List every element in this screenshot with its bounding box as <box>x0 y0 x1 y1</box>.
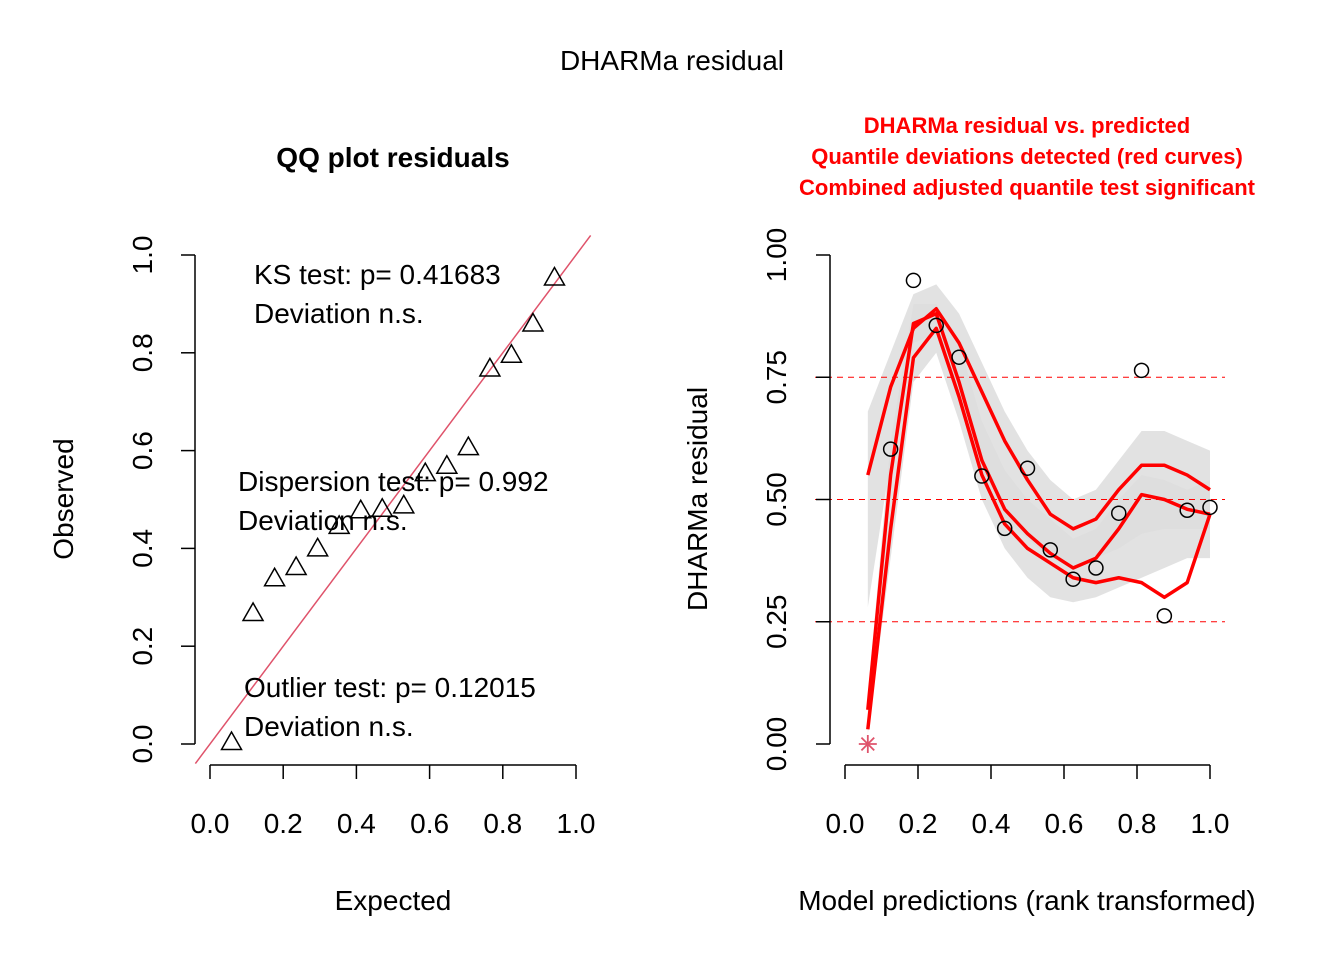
rv-y-tick-label: 0.00 <box>761 717 792 772</box>
qq-point <box>392 493 416 514</box>
rv-point <box>1019 460 1036 476</box>
rv-point <box>1065 571 1081 587</box>
qq-point <box>457 435 480 456</box>
rv-x-axis-label: Model predictions (rank transformed) <box>798 885 1256 916</box>
qq-point <box>500 343 523 364</box>
rv-outlier-point <box>858 735 877 753</box>
qq-point <box>349 498 373 519</box>
rv-point <box>1088 560 1104 576</box>
qq-x-tick-label: 0.2 <box>264 808 303 839</box>
qq-reference-line-segment <box>194 234 592 765</box>
qq-point <box>327 514 351 535</box>
qq-points <box>220 265 566 751</box>
qq-y-tick-label: 0.6 <box>127 431 158 470</box>
qq-plot-panel: QQ plot residuals 0.0 0.2 0.4 0.6 0.8 1.00.00… <box>48 142 595 916</box>
qq-reference-line <box>194 234 592 765</box>
qq-point <box>478 356 502 377</box>
rv-point <box>1179 502 1195 519</box>
rv-x-tick-label: 1.0 <box>1191 808 1230 839</box>
rv-axes: 0.0 0.2 0.4 0.6 0.8 1.0 0.00 0.25 0.50 0.75 1.00 <box>761 228 1229 839</box>
qq-point <box>543 265 566 286</box>
qq-point <box>521 311 545 332</box>
rv-title-line-3: Combined adjusted quantile test signific… <box>799 175 1256 200</box>
qq-axes: 0.0 0.2 0.4 0.6 0.8 1.0 0.0 0.2 0.4 0.6 0.8 1.0 <box>127 236 595 839</box>
qq-annotation-line: Deviation n.s. <box>244 711 414 742</box>
qq-point <box>306 536 329 557</box>
qq-annotation-line: Deviation n.s. <box>254 298 424 329</box>
qq-x-tick-label: 0.6 <box>410 808 449 839</box>
rv-point <box>1042 542 1059 558</box>
rv-y-tick-label: 0.75 <box>761 350 792 405</box>
qq-y-axis-label: Observed <box>48 438 79 559</box>
qq-annotation-line: KS test: p= 0.41683 <box>254 259 501 290</box>
residual-vs-predicted-panel: DHARMa residual vs. predicted Quantile d… <box>682 113 1256 916</box>
rv-points <box>858 272 1218 753</box>
rv-point <box>905 272 922 289</box>
qq-point <box>220 730 243 751</box>
rv-y-tick-label: 0.25 <box>761 595 792 650</box>
qq-x-axis-label: Expected <box>335 885 452 916</box>
rv-x-tick-label: 0.8 <box>1118 808 1157 839</box>
qq-x-tick-label: 1.0 <box>557 808 596 839</box>
rv-quantile-curve <box>866 326 1212 730</box>
qq-plot-title: QQ plot residuals <box>276 142 509 173</box>
qq-point <box>435 454 459 475</box>
rv-point <box>1156 608 1173 624</box>
rv-x-tick-label: 0.0 <box>826 808 865 839</box>
rv-y-tick-label: 0.50 <box>761 472 792 527</box>
rv-x-tick-label: 0.2 <box>899 808 938 839</box>
qq-point <box>284 555 308 576</box>
qq-annotation-line: Dispersion test: p= 0.992 <box>238 466 549 497</box>
qq-x-tick-label: 0.8 <box>483 808 522 839</box>
rv-point <box>928 317 944 334</box>
rv-title-line-1: DHARMa residual vs. predicted <box>864 113 1190 138</box>
qq-annotation-line: Deviation n.s. <box>238 505 408 536</box>
rv-y-tick-label: 1.00 <box>761 228 792 283</box>
qq-y-tick-label: 1.0 <box>127 236 158 275</box>
rv-quantile-curve <box>866 307 1211 531</box>
qq-y-tick-label: 0.8 <box>127 333 158 372</box>
rv-outlier-stroke <box>860 736 875 752</box>
qq-point <box>241 601 265 622</box>
rv-point <box>1111 505 1127 521</box>
qq-y-tick-label: 0.4 <box>127 529 158 568</box>
rv-x-tick-label: 0.4 <box>972 808 1011 839</box>
qq-point <box>263 566 286 587</box>
rv-title-line-2: Quantile deviations detected (red curves… <box>811 144 1243 169</box>
qq-test-annotations: KS test: p= 0.41683 Deviation n.s. Dispers… <box>238 259 549 742</box>
rv-y-axis-label: DHARMa residual <box>682 387 713 611</box>
rv-x-tick-label: 0.6 <box>1045 808 1084 839</box>
rv-point <box>1133 362 1150 379</box>
qq-point <box>370 497 394 518</box>
rv-quantile-curves <box>866 307 1212 730</box>
qq-annotation-line: Outlier test: p= 0.12015 <box>244 672 536 703</box>
rv-point <box>996 520 1013 537</box>
qq-y-tick-label: 0.0 <box>127 725 158 764</box>
rv-point <box>951 349 967 365</box>
qq-y-tick-label: 0.2 <box>127 627 158 666</box>
rv-point <box>974 468 990 484</box>
rv-point <box>1202 499 1218 516</box>
figure-title: DHARMa residual <box>560 45 784 76</box>
qq-x-tick-label: 0.0 <box>191 808 230 839</box>
rv-point <box>882 441 899 457</box>
qq-point <box>413 461 437 482</box>
qq-x-tick-label: 0.4 <box>337 808 376 839</box>
